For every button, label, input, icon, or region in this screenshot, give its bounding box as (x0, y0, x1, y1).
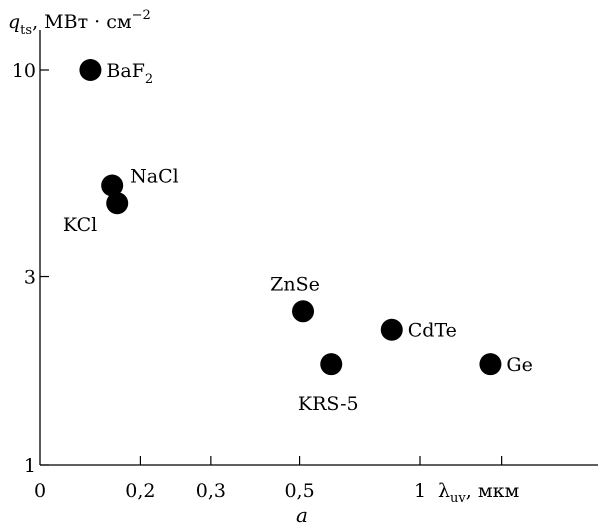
y-ticks: 1 3 10 (12, 60, 49, 477)
point-label-ge: Ge (506, 354, 532, 376)
point-label-main: BaF (106, 60, 144, 82)
y-axis-subscript: ts (20, 23, 32, 38)
point-label-main: KCl (63, 214, 97, 236)
point-label-main: NaCl (130, 166, 179, 188)
x-axis-units: , мкм (466, 480, 520, 502)
point-label-subscript: 2 (145, 72, 153, 87)
x-origin-label: 0 (34, 480, 46, 502)
point-label-main: Ge (506, 354, 532, 376)
point-label-baf2: BaF2 (106, 60, 153, 87)
x-tick-label: 1 (414, 480, 426, 502)
y-tick-label: 1 (24, 455, 36, 477)
point-labels: BaF2 NaCl KCl ZnSe KRS-5 CdTe Ge (63, 60, 533, 415)
x-axis-title: λuv, мкм (438, 480, 519, 506)
point-label-znse: ZnSe (270, 273, 320, 295)
point-label-kcl: KCl (63, 214, 97, 236)
data-points (79, 59, 502, 376)
y-tick-label: 3 (24, 267, 36, 289)
point-label-main: ZnSe (270, 273, 320, 295)
x-tick-label: 0,5 (284, 480, 314, 502)
y-axis-symbol: q (8, 11, 20, 33)
data-point-znse (292, 300, 315, 323)
y-tick-label: 10 (12, 60, 36, 82)
point-label-cdte: CdTe (408, 320, 457, 342)
axes (39, 30, 598, 466)
point-label-nacl: NaCl (130, 166, 179, 188)
x-ticks: 0,2 0,3 0,5 1 (125, 456, 503, 502)
data-point-nacl (101, 174, 124, 197)
point-label-krs-5: KRS-5 (298, 393, 359, 415)
data-point-baf2 (79, 59, 102, 81)
y-axis-title: qts, МВт · см−2 (8, 8, 151, 38)
data-point-ge (479, 353, 502, 376)
y-axis-exponent: −2 (132, 8, 151, 23)
y-axis-units: , МВт · см (32, 11, 132, 33)
x-tick-label: 0,3 (196, 480, 226, 502)
x-tick-label: 0,2 (125, 480, 155, 502)
data-point-kcl (106, 192, 129, 215)
figure-caption: a (296, 503, 308, 527)
point-label-main: KRS-5 (298, 393, 359, 415)
data-point-krs-5 (320, 353, 343, 376)
data-point-cdte (380, 318, 403, 341)
x-axis-subscript: uv (450, 491, 466, 506)
x-axis-symbol: λ (438, 480, 450, 502)
point-label-main: CdTe (408, 320, 457, 342)
